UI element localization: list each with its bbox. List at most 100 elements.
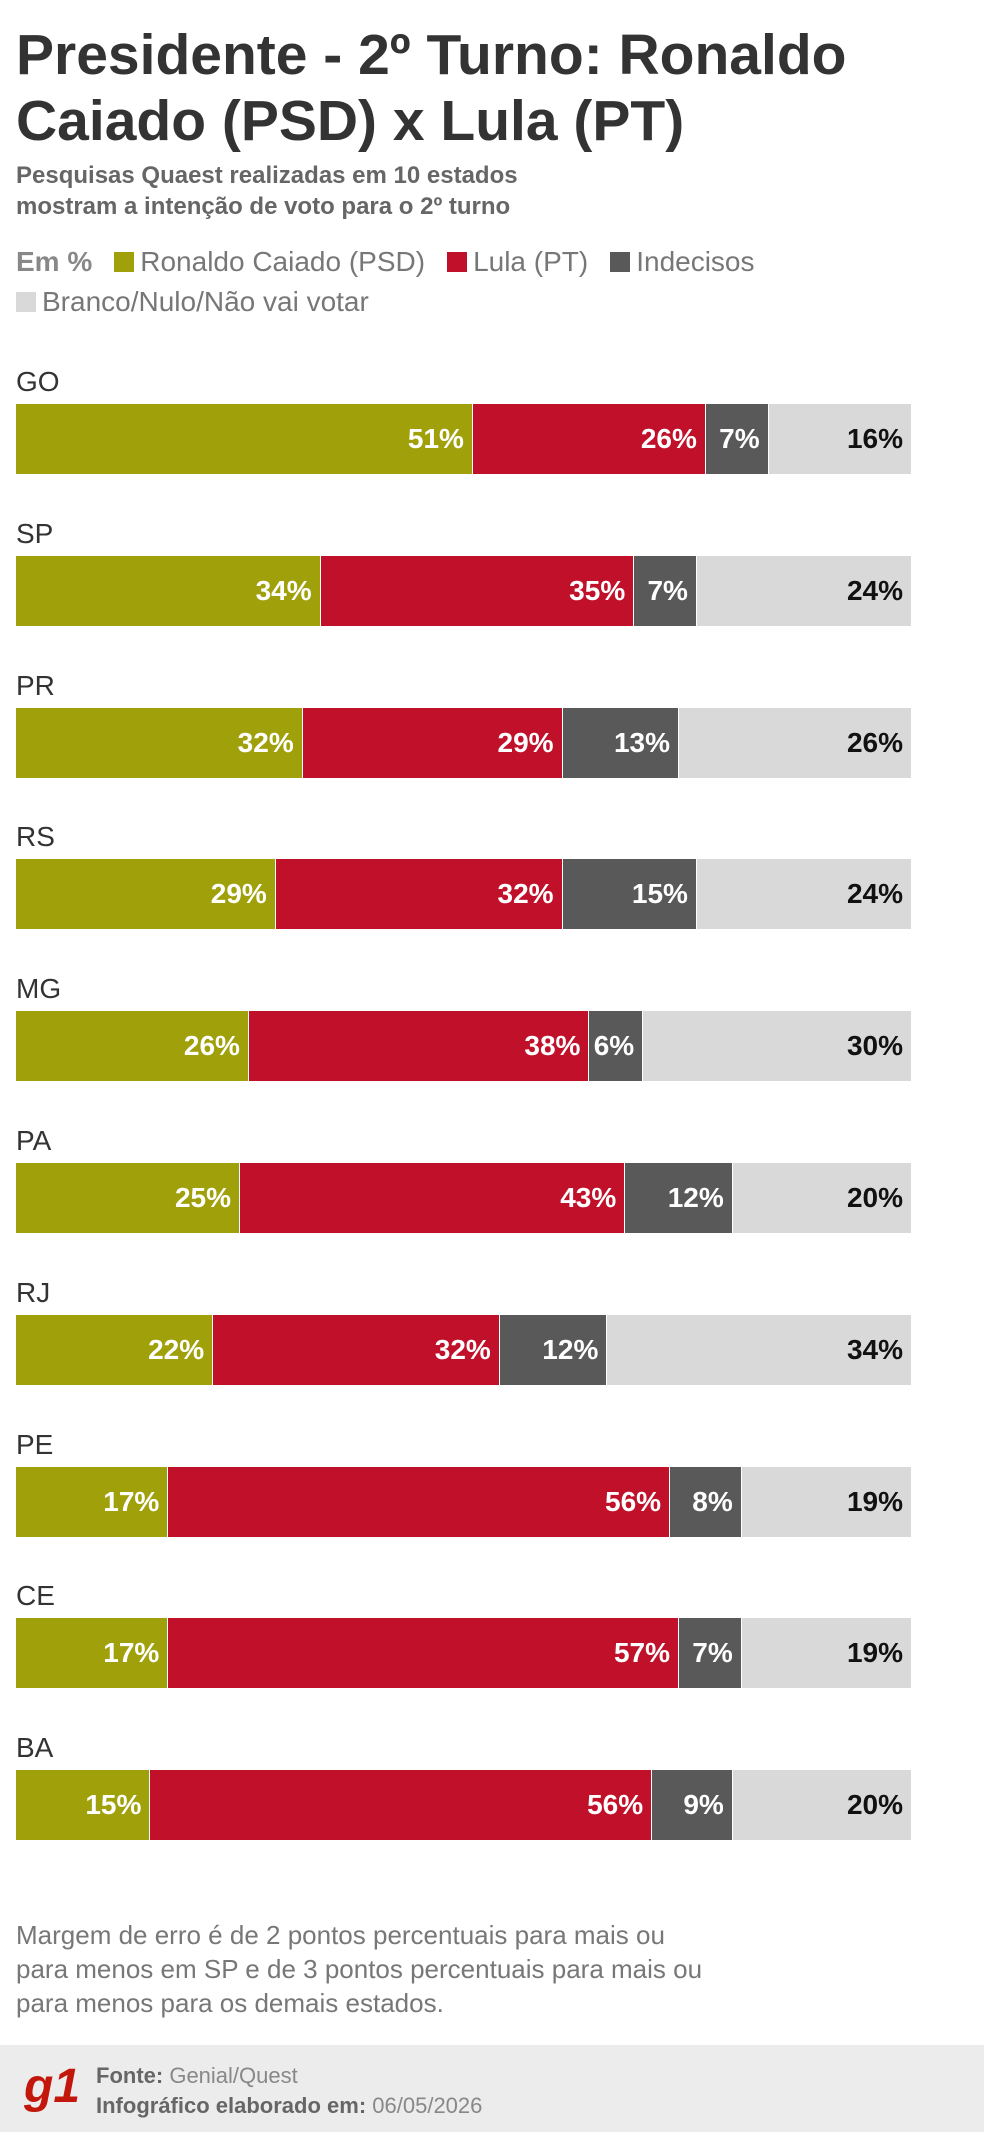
value-label: 26% — [846, 726, 903, 758]
logo: g1 — [24, 2060, 81, 2113]
bar-segment: 13% — [562, 707, 680, 778]
bar-segment: 32% — [16, 707, 303, 778]
bar-segment: 24% — [696, 859, 912, 930]
chart: GO 51% 26% 7% 16% SP 34% 35% 7% 24% PR 32% 29% 13% 26%… — [16, 366, 912, 1841]
value-label: 13% — [613, 726, 671, 758]
value-label: 12% — [667, 1182, 724, 1213]
source-label: Fonte: — [96, 2063, 164, 2088]
bar-segment: 56% — [168, 1466, 671, 1537]
legend-swatch — [447, 252, 468, 272]
bar-segment: 17% — [16, 1618, 169, 1689]
source-text: Genial/Quest — [169, 2063, 298, 2088]
category-label: SP — [16, 517, 54, 549]
bar-segment: 19% — [741, 1618, 912, 1689]
bar-segment: 17% — [16, 1466, 169, 1537]
bar-segment: 34% — [16, 555, 321, 626]
bar-segment: 20% — [732, 1163, 912, 1233]
legend-label: Lula (PT) — [473, 246, 589, 277]
value-label: 38% — [524, 1030, 581, 1062]
bar-segment: 30% — [643, 1011, 912, 1082]
bar-segment: 22% — [16, 1314, 214, 1385]
bar-segment: 7% — [634, 555, 697, 626]
category-label: RJ — [16, 1276, 51, 1308]
bar-segment: 51% — [16, 404, 473, 474]
value-label: 6% — [593, 1030, 635, 1062]
date-text: 06/05/2026 — [372, 2093, 483, 2118]
value-label: 29% — [497, 726, 554, 758]
value-label: 57% — [613, 1637, 671, 1669]
value-label: 8% — [692, 1485, 733, 1517]
footer: g1 Fonte: Genial/Quest Infográfico elabo… — [0, 2045, 984, 2132]
value-label: 19% — [846, 1637, 903, 1669]
legend-label: Indecisos — [636, 246, 755, 277]
category-label: PA — [16, 1125, 52, 1156]
bar-segment: 57% — [168, 1618, 680, 1689]
value-label: 15% — [85, 1789, 142, 1821]
bar-segment: 8% — [670, 1466, 742, 1537]
bar-segment: 29% — [302, 707, 563, 778]
value-label: 32% — [237, 726, 294, 758]
category-label: PE — [16, 1428, 54, 1460]
value-label: 12% — [542, 1333, 599, 1365]
value-label: 17% — [103, 1637, 160, 1669]
bar-segment: 26% — [472, 404, 706, 474]
legend-swatch — [16, 292, 36, 312]
category-label: BA — [16, 1732, 54, 1764]
bar-segment: 7% — [679, 1618, 742, 1689]
legend-label: Branco/Nulo/Não vai votar — [42, 286, 369, 317]
value-label: 32% — [434, 1333, 491, 1365]
bar-segment: 12% — [499, 1314, 608, 1385]
value-label: 25% — [174, 1182, 231, 1213]
value-label: 56% — [605, 1485, 662, 1517]
value-label: 34% — [255, 574, 312, 606]
note: Margem de erro é de 2 pontos percentuais… — [16, 1920, 703, 2018]
value-label: 24% — [846, 878, 903, 910]
unit-label: Em % — [16, 246, 93, 277]
value-label: 32% — [497, 878, 554, 910]
value-label: 7% — [647, 574, 688, 606]
bar-segment: 32% — [213, 1314, 500, 1385]
bar-segment: 12% — [625, 1163, 733, 1233]
legend-label: Ronaldo Caiado (PSD) — [140, 246, 426, 277]
bar-segment: 9% — [652, 1770, 733, 1841]
bar-segment: 16% — [768, 404, 912, 474]
bar-segment: 26% — [16, 1011, 249, 1082]
value-label: 16% — [846, 423, 903, 454]
value-label: 20% — [846, 1789, 903, 1821]
value-label: 22% — [148, 1333, 205, 1365]
bar-segment: 6% — [589, 1011, 644, 1082]
value-label: 15% — [631, 878, 688, 910]
bar-segment: 15% — [16, 1770, 151, 1841]
legend: Em % Ronaldo Caiado (PSD) Lula (PT) Indeci… — [16, 244, 816, 320]
category-label: MG — [16, 973, 62, 1005]
bar-segment: 34% — [607, 1314, 912, 1385]
bar-segment: 35% — [320, 555, 635, 626]
legend-swatch — [114, 252, 135, 272]
legend-item: Branco/Nulo/Não vai votar — [16, 284, 369, 320]
category-label: PR — [16, 669, 55, 701]
value-label: 30% — [846, 1030, 903, 1062]
value-label: 19% — [846, 1485, 903, 1517]
bar-segment: 32% — [275, 859, 563, 930]
value-label: 17% — [103, 1485, 160, 1517]
title: Presidente - 2º Turno: Ronaldo Caiado (P… — [16, 23, 847, 153]
bar-segment: 56% — [150, 1770, 653, 1841]
date: Infográfico elaborado em: 06/05/2026 — [96, 2093, 482, 2119]
value-label: 26% — [183, 1030, 240, 1062]
bar-segment: 26% — [679, 707, 912, 778]
value-label: 20% — [846, 1182, 903, 1213]
value-label: 9% — [683, 1789, 724, 1821]
value-label: 7% — [719, 423, 760, 454]
value-label: 35% — [569, 574, 626, 606]
date-label: Infográfico elaborado em: — [96, 2093, 367, 2118]
value-label: 43% — [560, 1182, 617, 1213]
value-label: 34% — [846, 1333, 903, 1365]
bar-segment: 19% — [741, 1466, 912, 1537]
category-label: RS — [16, 821, 55, 853]
bar-segment: 38% — [248, 1011, 590, 1082]
value-label: 56% — [587, 1789, 644, 1821]
bar-segment: 7% — [705, 404, 769, 474]
bar-segment: 24% — [696, 555, 912, 626]
bar-segment: 15% — [562, 859, 697, 930]
